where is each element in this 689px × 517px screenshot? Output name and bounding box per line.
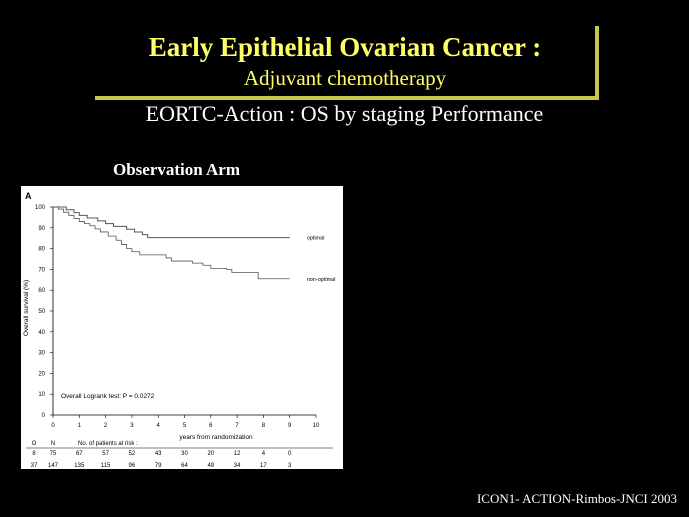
x-tick-label: 10 [313,423,320,429]
risk-cell-o: 37 [31,463,38,469]
risk-cell-value: 4 [262,451,266,457]
arm-label: Observation Arm [113,160,241,179]
x-tick-label: 2 [104,423,108,429]
risk-table: O N No. of patients at risk :8 75 67 57 52 43 30… [26,441,333,469]
risk-cell-n: 75 [50,451,57,457]
x-axis-label: years from randomization [179,434,253,441]
series-label: non-optimal [307,277,336,283]
risk-cell-value: 96 [129,463,136,469]
x-tick-label: 1 [78,423,82,429]
x-tick-label: 6 [209,423,213,429]
x-tick-label: 4 [157,423,161,429]
axes: 0 10 20 30 40 50 60 70 80 90 100 0 1 2 3 4 5 6 7 8 9 10 [35,205,320,429]
risk-cell-value: 43 [155,451,162,457]
citation: ICON1- ACTION-Rimbos-JNCI 2003 [476,491,677,506]
risk-cell-value: 34 [234,463,241,469]
series-line-optimal [53,206,290,239]
risk-header-n: N [51,441,55,447]
risk-cell-value: 30 [181,451,188,457]
risk-cell-o: 8 [32,451,36,457]
panel-label: A [25,191,32,201]
risk-cell-value: 64 [181,463,188,469]
y-tick-label: 20 [38,371,45,377]
x-tick-label: 0 [51,423,55,429]
slide-subtitle: Adjuvant chemotherapy [243,66,447,90]
risk-cell-value: 3 [288,463,292,469]
y-tick-label: 90 [38,226,45,232]
risk-cell-value: 115 [101,463,111,469]
risk-cell-value: 49 [207,463,214,469]
x-tick-label: 3 [130,423,134,429]
risk-cell-value: 17 [260,463,267,469]
risk-cell-value: 20 [207,451,214,457]
risk-cell-value: 12 [234,451,241,457]
survival-chart: A Overall survival (%) years from random… [21,186,343,469]
y-tick-label: 40 [38,330,45,336]
survival-chart-svg: A Overall survival (%) years from random… [23,191,336,469]
y-tick-label: 50 [38,309,45,315]
y-tick-label: 10 [38,392,45,398]
risk-cell-value: 52 [129,451,136,457]
y-axis-label: Overall survival (%) [23,280,30,336]
risk-header-o: O [32,441,37,447]
risk-cell-value: 79 [155,463,162,469]
series-lines: optimal non-optimal [53,206,336,283]
y-tick-label: 100 [35,205,46,211]
y-tick-label: 0 [42,413,46,419]
x-tick-label: 9 [288,423,292,429]
y-tick-label: 70 [38,267,45,273]
y-tick-label: 60 [38,288,45,294]
x-tick-label: 7 [235,423,239,429]
logrank-annotation: Overall Logrank test: P = 0.0272 [61,393,155,400]
series-line-non-optimal [53,206,290,280]
risk-cell-value: 0 [288,451,292,457]
series-label: optimal [307,236,325,242]
title-accent-right [595,26,599,100]
risk-cell-value: 135 [74,463,85,469]
risk-header-title: No. of patients at risk : [78,441,138,447]
slide-title: Early Epithelial Ovarian Cancer : [148,32,542,62]
x-tick-label: 8 [262,423,266,429]
title-box: Early Epithelial Ovarian Cancer : Adjuva… [95,26,599,100]
risk-cell-value: 57 [102,451,109,457]
title-accent-bottom [95,96,599,100]
risk-cell-value: 67 [76,451,83,457]
risk-cell-n: 147 [48,463,59,469]
y-tick-label: 30 [38,351,45,357]
slide-heading: EORTC-Action : OS by staging Performance [145,101,544,126]
y-tick-label: 80 [38,247,45,253]
x-tick-label: 5 [183,423,187,429]
